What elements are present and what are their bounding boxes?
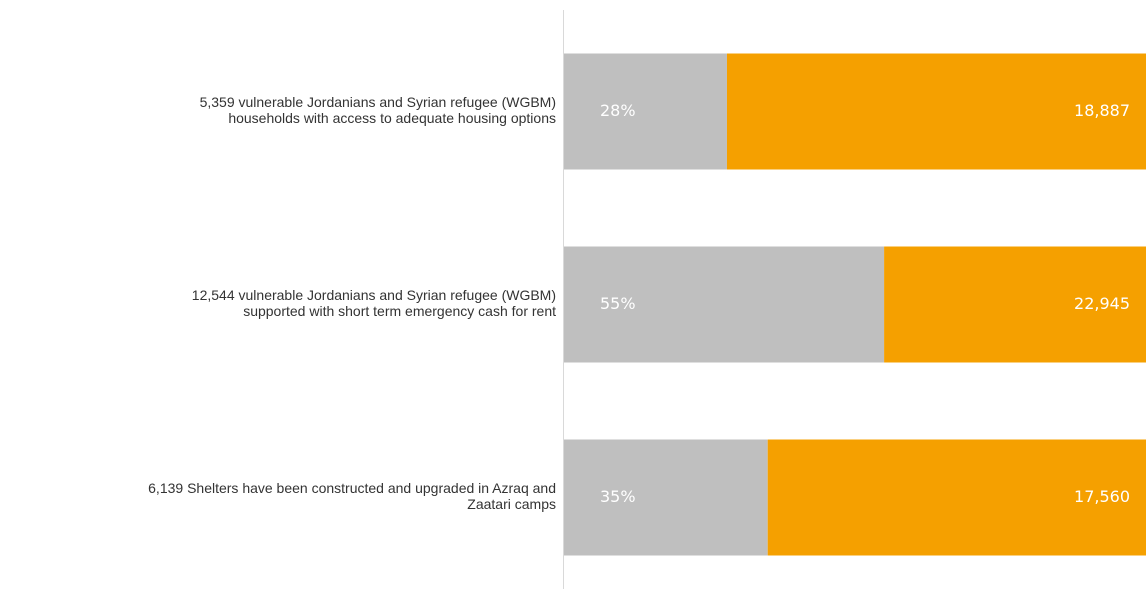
bar-segment	[884, 246, 1146, 363]
category-label: 12,544 vulnerable Jordanians and Syrian …	[192, 287, 556, 303]
category-label: households with access to adequate housi…	[228, 110, 556, 126]
category-label: supported with short term emergency cash…	[243, 303, 556, 319]
target-label: 17,560	[1074, 487, 1130, 506]
target-label: 22,945	[1074, 294, 1130, 313]
value-label: 28%	[600, 101, 636, 120]
bar-segment	[767, 439, 1146, 556]
bar-segment	[564, 53, 727, 170]
bar-segment	[726, 53, 1146, 170]
value-label: 35%	[600, 487, 636, 506]
category-label: 5,359 vulnerable Jordanians and Syrian r…	[200, 94, 556, 110]
category-label: Zaatari camps	[467, 496, 556, 512]
bar-segment	[564, 246, 885, 363]
target-label: 18,887	[1074, 101, 1130, 120]
category-label: 6,139 Shelters have been constructed and…	[148, 480, 556, 496]
value-label: 55%	[600, 294, 636, 313]
bar-segment	[564, 439, 768, 556]
